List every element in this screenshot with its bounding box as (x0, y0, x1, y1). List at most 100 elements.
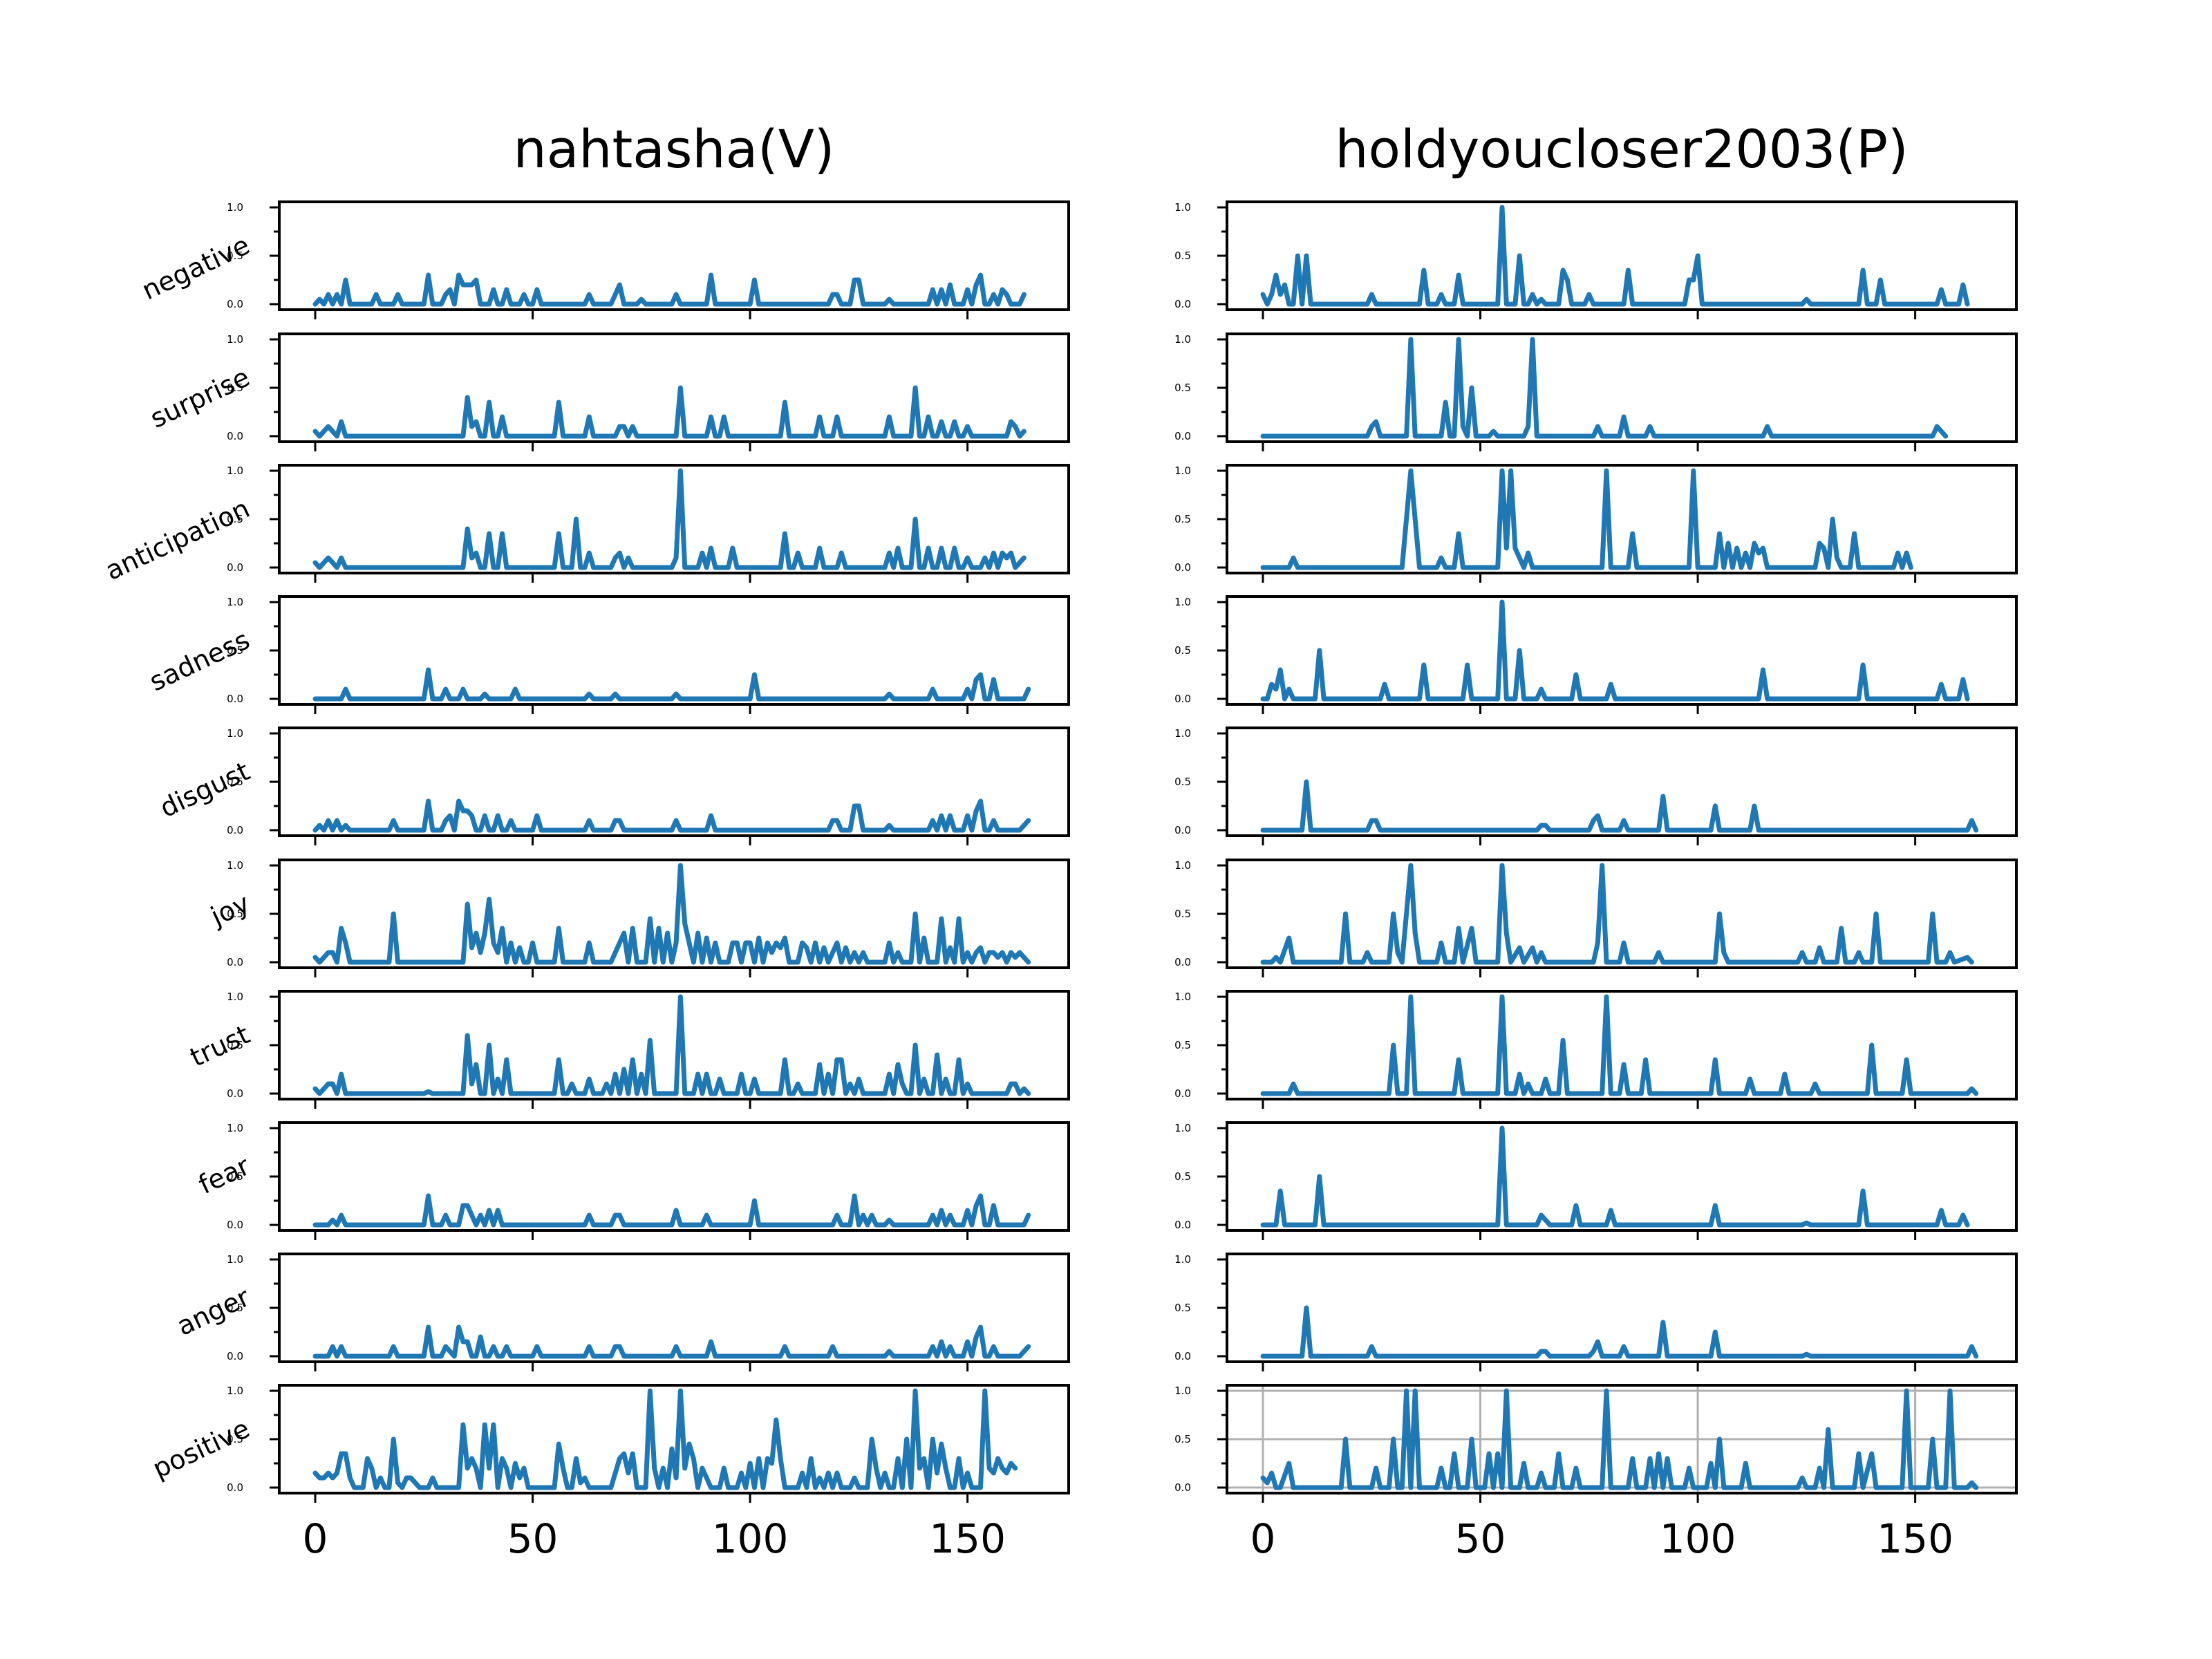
y-tick-label: 0.0 (1174, 693, 1191, 705)
series-line-trust (312, 994, 1031, 1096)
panel-negative: 0.0 0.5 1.0 (1174, 200, 2018, 319)
y-tick-label: 0.5 (227, 382, 243, 394)
y-tick-label: 0.5 (227, 1433, 243, 1445)
panel-sadness: 0.0 0.5 1.0 (1174, 595, 2018, 714)
y-tick-label: 0.0 (227, 693, 243, 705)
y-tick-label: 1.0 (227, 1385, 243, 1397)
y-tick-label: 0.5 (227, 1039, 243, 1051)
series-line-negative (1260, 205, 1970, 307)
y-tick-label: 1.0 (227, 465, 243, 477)
x-tick-label: 150 (1877, 1515, 1953, 1562)
y-tick-label: 0.5 (1174, 250, 1191, 262)
series-line-joy (312, 863, 1031, 965)
series-line-negative (312, 272, 1027, 307)
series-line-trust (1260, 994, 1979, 1096)
y-tick-label: 1.0 (1174, 333, 1191, 346)
y-tick-label: 0.5 (1174, 1170, 1191, 1183)
y-tick-label: 0.0 (227, 956, 243, 968)
panel-joy: 0.0 0.5 1.0 (1174, 859, 2018, 977)
y-tick-label: 1.0 (1174, 991, 1191, 1003)
series-line-surprise (312, 385, 1027, 439)
series-line-surprise (1260, 337, 1949, 439)
y-tick-label: 1.0 (227, 333, 243, 346)
panel-disgust: 0.0 0.5 1.0 (1174, 727, 2018, 845)
y-tick-label: 0.5 (1174, 513, 1191, 525)
y-tick-label: 1.0 (227, 1122, 243, 1134)
y-tick-label: 0.0 (1174, 824, 1191, 836)
x-tick-label: 0 (1250, 1515, 1276, 1562)
series-line-anticipation (312, 468, 1027, 570)
y-tick-label: 0.0 (227, 298, 243, 310)
x-tick-label: 50 (1455, 1515, 1506, 1562)
y-tick-label: 0.0 (1174, 430, 1191, 442)
panel-surprise: 0.0 0.5 1.0 (1174, 332, 2018, 451)
y-tick-label: 0.0 (227, 1481, 243, 1494)
y-tick-label: 1.0 (1174, 1253, 1191, 1266)
y-tick-label: 0.5 (227, 908, 243, 920)
series-line-joy (1260, 863, 1974, 965)
y-tick-label: 0.5 (227, 250, 243, 262)
series-line-anger (1260, 1305, 1979, 1359)
series-line-anticipation (1260, 468, 1913, 570)
series-line-fear (312, 1193, 1031, 1228)
y-tick-label: 0.0 (1174, 298, 1191, 310)
y-tick-label: 0.5 (1174, 908, 1191, 920)
y-tick-label: 1.0 (1174, 859, 1191, 872)
x-tick-label: 50 (507, 1515, 559, 1562)
y-tick-label: 0.0 (227, 561, 243, 574)
y-tick-label: 0.0 (1174, 1087, 1191, 1100)
y-tick-label: 1.0 (1174, 1122, 1191, 1134)
series-line-fear (1260, 1125, 1970, 1228)
series-line-anger (312, 1324, 1031, 1359)
y-tick-label: 0.5 (227, 644, 243, 657)
y-tick-label: 0.5 (1174, 1039, 1191, 1051)
y-tick-label: 0.5 (227, 776, 243, 788)
series-line-sadness (1260, 599, 1970, 702)
y-tick-label: 0.0 (1174, 1219, 1191, 1231)
y-tick-label: 0.5 (1174, 382, 1191, 394)
panel-fear: 0.0 0.5 1.0 (1174, 1121, 2018, 1240)
column-title: nahtasha(V) (514, 118, 835, 180)
y-tick-label: 1.0 (1174, 1385, 1191, 1397)
panel-anger: 0.0 0.5 1.0 (1174, 1253, 2018, 1371)
series-line-disgust (312, 798, 1031, 833)
y-tick-label: 0.0 (227, 1087, 243, 1100)
y-tick-label: 0.5 (227, 513, 243, 525)
y-tick-label: 1.0 (227, 201, 243, 214)
panel-trust: 0.0 0.5 1.0 (1174, 990, 2018, 1109)
y-tick-label: 1.0 (227, 1253, 243, 1266)
x-tick-label: 150 (929, 1515, 1006, 1562)
y-tick-label: 0.5 (227, 1302, 243, 1314)
y-tick-label: 1.0 (227, 859, 243, 872)
y-tick-label: 0.5 (1174, 776, 1191, 788)
y-tick-label: 0.0 (1174, 956, 1191, 968)
y-tick-label: 1.0 (1174, 596, 1191, 608)
y-tick-label: 1.0 (227, 596, 243, 608)
y-tick-label: 0.0 (227, 824, 243, 836)
y-tick-label: 0.0 (1174, 561, 1191, 574)
y-tick-label: 0.5 (1174, 1302, 1191, 1314)
panel-anticipation: 0.0 0.5 1.0 (1174, 464, 2018, 583)
panel-positive: 0.0 0.5 1.0 0 50 100 150 (1174, 1384, 2018, 1562)
x-tick-label: 100 (1660, 1515, 1736, 1562)
y-tick-label: 0.0 (1174, 1350, 1191, 1362)
x-tick-label: 100 (712, 1515, 789, 1562)
y-tick-label: 0.0 (1174, 1481, 1191, 1494)
series-line-disgust (1260, 779, 1979, 833)
y-tick-label: 0.5 (1174, 1433, 1191, 1445)
y-tick-label: 1.0 (1174, 465, 1191, 477)
series-line-sadness (312, 667, 1031, 702)
y-tick-label: 0.0 (227, 1350, 243, 1362)
y-tick-label: 0.5 (1174, 644, 1191, 657)
column-1: holdyoucloser2003(P)0.00.51.00.00.51.00.… (1174, 118, 2018, 1562)
y-tick-label: 1.0 (227, 991, 243, 1003)
y-tick-label: 0.5 (227, 1170, 243, 1183)
series-line-positive (312, 1388, 1018, 1490)
y-tick-label: 0.0 (227, 430, 243, 442)
y-tick-label: 1.0 (1174, 727, 1191, 740)
column-title: holdyoucloser2003(P) (1335, 118, 1908, 180)
y-tick-label: 1.0 (1174, 201, 1191, 214)
